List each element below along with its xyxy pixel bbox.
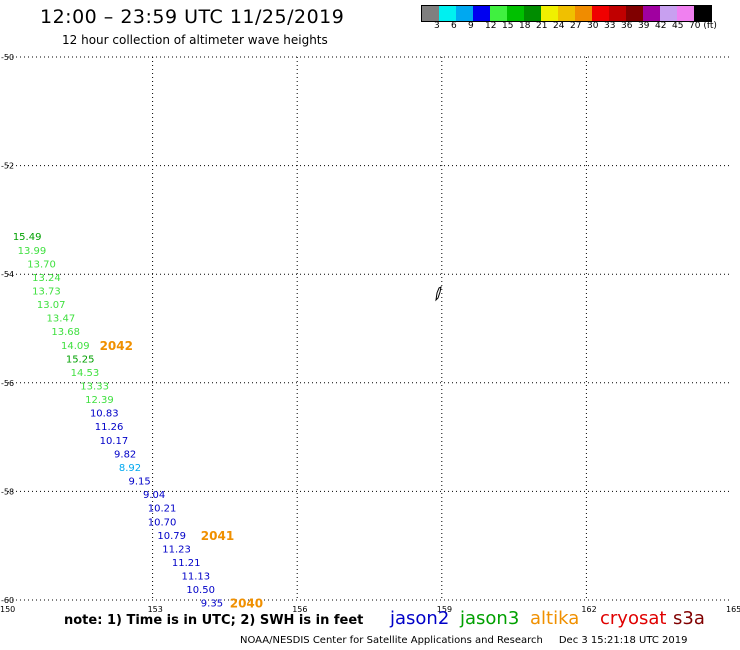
lon-tick-label: 150: [0, 605, 15, 614]
lat-tick-label: -58: [1, 487, 14, 496]
wave-height-label: 11.13: [182, 572, 211, 583]
colorbar-swatch: [507, 6, 524, 21]
wave-height-label: 10.17: [100, 436, 129, 447]
legend-entry-cryosat: cryosat: [600, 608, 667, 629]
wave-height-label: 14.53: [71, 368, 100, 379]
lat-tick-label: -60: [1, 596, 14, 605]
colorbar-swatch: [490, 6, 507, 21]
colorbar-label: 15: [502, 21, 514, 31]
lat-tick-label: -50: [1, 53, 14, 62]
units-note: note: 1) Time is in UTC; 2) SWH is in fe…: [64, 613, 364, 628]
lon-tick-label: 156: [292, 605, 307, 614]
wave-height-label: 10.79: [157, 531, 186, 542]
lon-tick-label: 162: [581, 605, 596, 614]
colorbar-label: 12: [485, 21, 497, 31]
wave-height-label: 8.92: [119, 463, 141, 474]
colorbar-swatch: [473, 6, 490, 21]
pass-time-label: 2040: [230, 597, 263, 611]
colorbar-swatch: [609, 6, 626, 21]
wave-height-label: 10.50: [186, 585, 215, 596]
lat-tick-label: -54: [1, 270, 14, 279]
colorbar-swatch: [677, 6, 694, 21]
colorbar-label: 27: [570, 21, 582, 31]
colorbar-label: 30: [587, 21, 599, 31]
wave-height-label: 13.70: [27, 259, 56, 270]
colorbar-label: 39: [638, 21, 650, 31]
time-labels: 2042 2041 2040: [100, 339, 264, 611]
legend-entry-jason2: jason2: [390, 608, 450, 629]
wave-height-label: 13.99: [18, 246, 47, 257]
lat-tick-label: -56: [1, 379, 14, 388]
colorbar-swatch: [422, 6, 439, 21]
lat-tick-label: -52: [1, 162, 14, 171]
timestamp: Dec 3 15:21:18 UTC 2019: [558, 635, 688, 646]
colorbar-swatch: [694, 6, 711, 21]
lon-tick-label: 153: [148, 605, 163, 614]
credit-text: NOAA/NESDIS Center for Satellite Applica…: [240, 635, 543, 646]
wave-height-label: 15.25: [66, 354, 95, 365]
colorbar-label: 70 (ft): [689, 21, 717, 31]
colorbar-label: 24: [553, 21, 565, 31]
pass-time-label: 2042: [100, 339, 133, 353]
wave-height-label: 10.21: [148, 504, 177, 515]
wave-height-label: 13.68: [51, 327, 80, 338]
colorbar-label: 45: [672, 21, 684, 31]
map-subtitle: 12 hour collection of altimeter wave hei…: [62, 33, 328, 47]
colorbar-labels: 3 6 9 12 15 18 21 24 27 30 33 36 39 42 45 70 (ft): [421, 21, 731, 33]
credit-line: NOAA/NESDIS Center for Satellite Applica…: [240, 635, 687, 646]
colorbar: [421, 5, 712, 22]
colorbar-label: 9: [468, 21, 474, 31]
wave-height-label: 13.24: [32, 273, 61, 284]
colorbar-swatch: [660, 6, 677, 21]
map-grid: [8, 56, 731, 601]
colorbar-label: 6: [451, 21, 457, 31]
lon-tick-label: 159: [437, 605, 452, 614]
colorbar-swatch: [541, 6, 558, 21]
colorbar-swatch: [558, 6, 575, 21]
colorbar-swatch: [456, 6, 473, 21]
legend-entry-altika: altika: [530, 608, 580, 629]
wave-height-label: 10.70: [148, 517, 177, 528]
colorbar-label: 3: [434, 21, 440, 31]
colorbar-swatch: [592, 6, 609, 21]
wave-height-label: 14.09: [61, 341, 90, 352]
map-title: 12:00 – 23:59 UTC 11/25/2019: [40, 6, 345, 28]
map-axes: 150 153 156 159 162 165 -50 -52 -54 -56 -58 -60: [0, 53, 740, 614]
legend-entry-s3a: s3a: [673, 608, 705, 629]
colorbar-swatch: [643, 6, 660, 21]
colorbar-label: 21: [536, 21, 548, 31]
wave-height-label: 13.47: [47, 314, 76, 325]
wave-height-label: 11.21: [172, 558, 201, 569]
lon-tick-label: 165: [726, 605, 740, 614]
wave-height-label: 11.26: [95, 422, 124, 433]
colorbar-label: 33: [604, 21, 616, 31]
wave-height-label: 13.73: [32, 286, 61, 297]
colorbar-label: 36: [621, 21, 633, 31]
wave-height-label: 9.04: [143, 490, 165, 501]
wave-height-label: 10.83: [90, 409, 119, 420]
wave-height-label: 9.15: [129, 477, 151, 488]
wave-height-label: 11.23: [162, 544, 191, 555]
colorbar-label: 42: [655, 21, 667, 31]
island-outline: [435, 286, 442, 302]
wave-height-label: 13.33: [80, 382, 109, 393]
colorbar-swatch: [626, 6, 643, 21]
wave-height-label: 13.07: [37, 300, 66, 311]
colorbar-label: 18: [519, 21, 531, 31]
colorbar-swatch: [575, 6, 592, 21]
wave-height-label: 9.82: [114, 449, 136, 460]
pass-time-label: 2041: [201, 529, 234, 543]
measurement-labels: 15.49 13.99 13.70 13.24 13.73 13.07 13.47 13.68…: [13, 232, 223, 610]
legend-entry-jason3: jason3: [460, 608, 520, 629]
wave-height-label: 15.49: [13, 232, 42, 243]
island-shape: [435, 286, 442, 302]
colorbar-swatch: [439, 6, 456, 21]
wave-height-label: 12.39: [85, 395, 114, 406]
wave-height-label: 9.35: [201, 599, 223, 610]
colorbar-swatch: [524, 6, 541, 21]
